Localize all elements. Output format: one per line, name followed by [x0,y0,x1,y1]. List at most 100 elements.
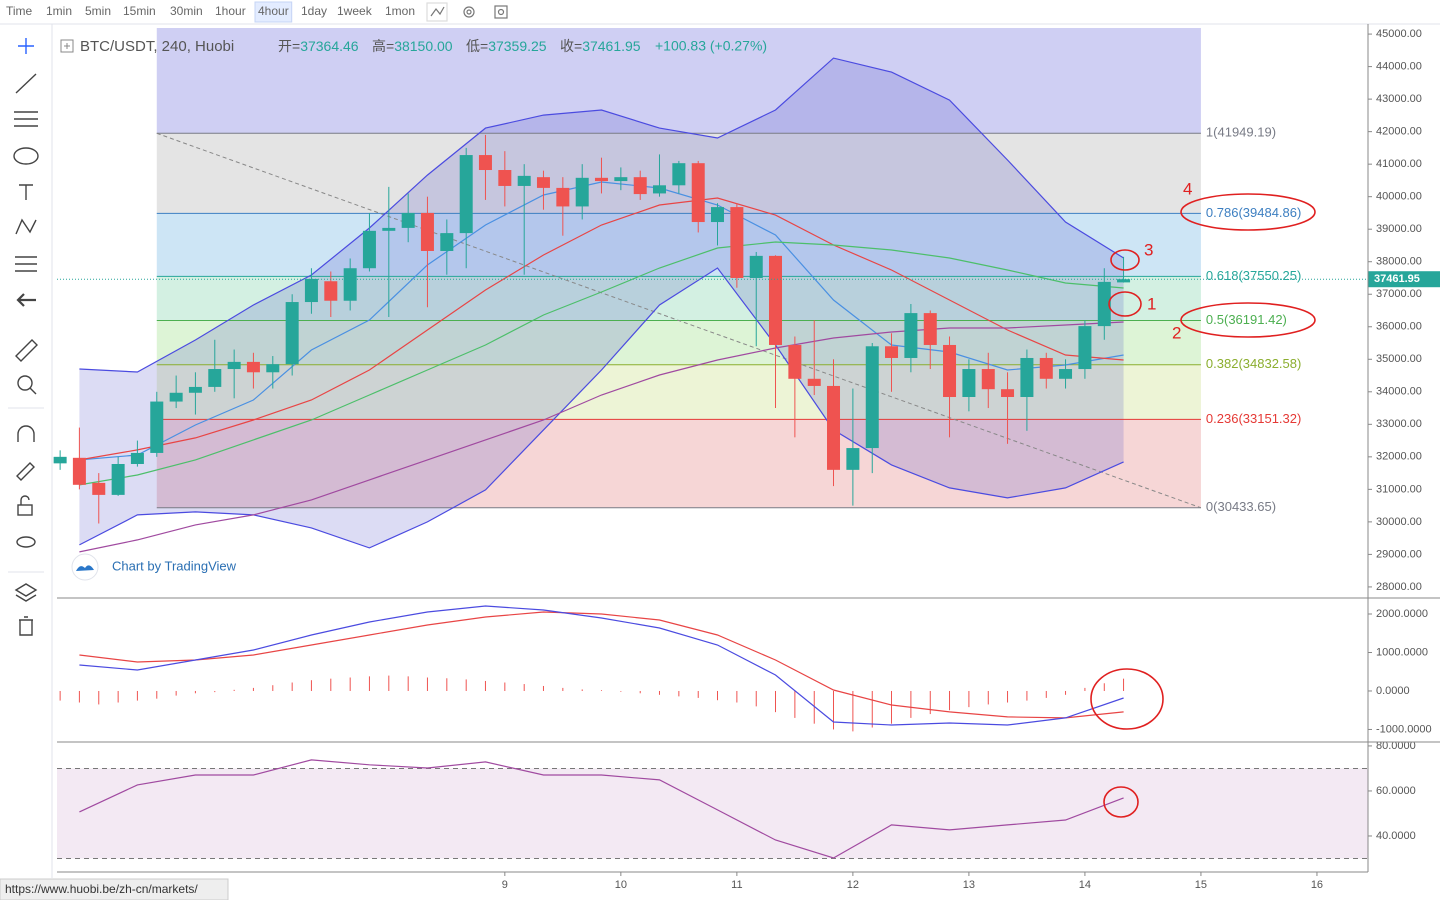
trendline-tool[interactable] [15,73,37,94]
x-tick-label: 9 [502,879,508,891]
candle-body [382,227,396,231]
x-tick-label: 15 [1195,879,1207,891]
candle-body [536,177,550,188]
lock-tool[interactable] [17,504,33,516]
toolbar-icons [426,2,508,22]
candle-body [362,230,376,269]
x-tick-label: 14 [1079,879,1091,891]
candle-body [691,163,705,223]
candle-body [343,268,357,301]
candle-body [1059,369,1073,379]
legend-key: 开= [278,38,300,54]
annotation-circle [1103,786,1139,818]
y-tick-label: 43000.00 [1376,93,1422,105]
candle-body [478,155,492,171]
y-tick-label: 42000.00 [1376,126,1422,138]
candle-body [672,163,686,186]
y-tick-label: 31000.00 [1376,483,1422,495]
fib-label: 0.786(39484.86) [1206,205,1301,220]
candle-body [1097,281,1111,327]
legend-symbol: BTC/USDT, 240, Huobi [80,38,234,55]
candle-body [208,369,222,387]
y-tick-label: 39000.00 [1376,223,1422,235]
layers-tool[interactable] [14,583,38,602]
interval-button[interactable]: 15min [123,4,156,18]
shape-tool[interactable] [13,147,39,165]
draw-mode-tool[interactable] [16,462,35,481]
candle-body [788,344,802,379]
y-tick-label: 45000.00 [1376,28,1422,40]
signal-line [79,611,1124,719]
candle-body [981,369,995,390]
legend-collapse[interactable] [60,39,74,53]
interval-button[interactable]: Time [6,4,33,18]
candle-body [614,177,628,182]
candle-body [1078,326,1092,370]
pattern-tool[interactable] [15,218,37,235]
candle-body [556,187,570,207]
overlay-line [79,241,1124,486]
y-tick-label: 36000.00 [1376,321,1422,333]
legend-value: 37359.25 [488,38,547,54]
interval-button[interactable]: 5min [85,4,111,18]
trend-line [156,132,1202,509]
rsi-line [79,759,1124,859]
interval-button[interactable]: 1week [337,4,373,18]
interval-button[interactable]: 4hour [258,4,289,18]
candle-body [285,302,299,365]
y-tick-label: -1000.0000 [1376,723,1432,735]
top-toolbar [0,0,1440,24]
text-tool[interactable] [19,184,33,200]
interval-button[interactable]: 1min [46,4,72,18]
fullscreen-icon[interactable] [494,5,508,19]
magnet-tool[interactable] [17,425,35,442]
back-tool[interactable] [16,293,36,307]
annotation-ellipse [1180,302,1316,338]
legend-collapse-icon [64,43,70,49]
delete-tool[interactable] [19,616,33,636]
left-toolbar [13,38,39,636]
candle-body [498,170,512,186]
interval-button[interactable]: 1day [301,4,327,18]
watermark-cloud [76,565,94,571]
candle-body [92,482,106,495]
last-price-label: 37461.95 [1374,273,1420,285]
candle-body [923,313,937,345]
y-tick-label: 34000.00 [1376,386,1422,398]
candle-body [266,364,280,373]
candle-body [652,185,666,194]
chart-type-button[interactable] [426,2,448,22]
legend-value: 37364.46 [300,38,359,54]
candle-body [150,401,164,453]
candle-body [904,313,918,358]
prediction-tool[interactable] [15,256,37,272]
interval-button[interactable]: 1hour [215,4,246,18]
settings-icon[interactable] [463,6,475,18]
crosshair-tool[interactable] [18,38,34,54]
interval-button[interactable]: 30min [170,4,203,18]
legend-key: 收= [560,38,582,54]
watermark-icon [71,553,99,581]
candle-body [188,386,202,393]
candle-body [962,369,976,398]
x-tick-label: 10 [615,879,627,891]
last-price-box [1368,271,1440,288]
candle-body [169,392,183,402]
candle-body [517,175,531,186]
annotation-marks [1090,193,1316,818]
watermark[interactable]: Chart by TradingView [112,558,237,573]
ruler-tool[interactable] [15,339,38,362]
fullscreen-icon-core [497,8,505,16]
band-fill [79,58,1124,548]
settings-icon-core [466,9,472,15]
candle-body [324,281,338,301]
y-tick-label: 40000.00 [1376,191,1422,203]
legend-item: 开=37364.46 [278,38,359,54]
interval-button[interactable]: 1mon [385,4,415,18]
annotation-number: 2 [1172,323,1181,342]
fib-tool[interactable] [14,111,38,127]
visibility-tool[interactable] [16,536,36,548]
legend-value: 37461.95 [582,38,641,54]
zoom-tool[interactable] [17,375,33,391]
